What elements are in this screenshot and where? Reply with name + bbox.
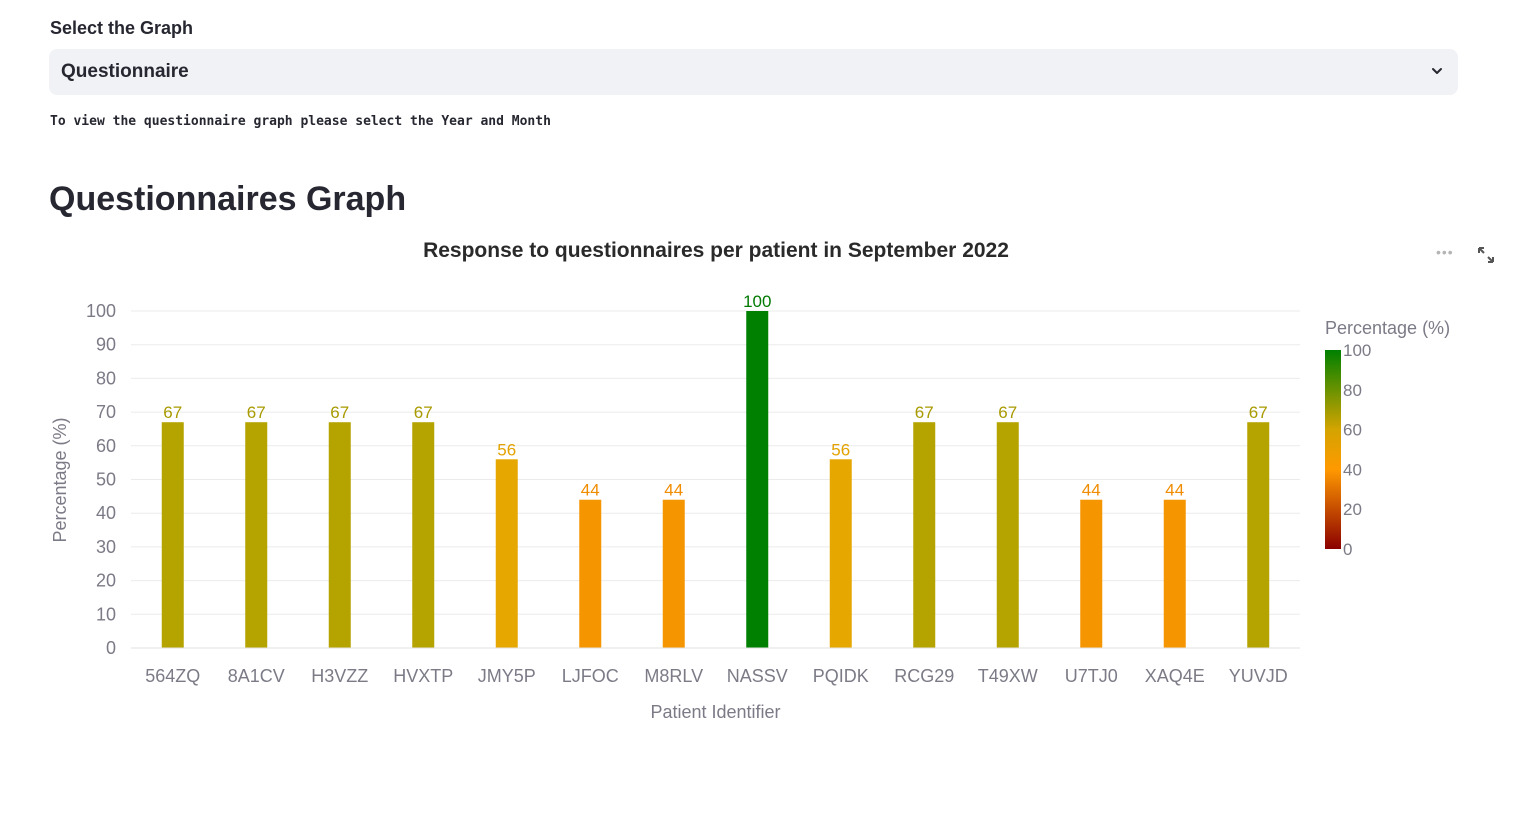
info-text: To view the questionnaire graph please s… <box>50 114 551 129</box>
x-tick-label-PQIDK: PQIDK <box>813 666 869 686</box>
x-tick-label-U7TJ0: U7TJ0 <box>1065 666 1118 686</box>
data-label-H3VZZ: 67 <box>330 403 349 422</box>
y-tick-label: 10 <box>96 604 116 624</box>
data-label-M8RLV: 44 <box>664 481 683 500</box>
data-label-HVXTP: 67 <box>414 403 433 422</box>
x-tick-label-JMY5P: JMY5P <box>478 666 536 686</box>
colorbar-tick-label: 60 <box>1343 421 1362 440</box>
bar-8A1CV[interactable] <box>245 422 268 648</box>
chevron-down-icon <box>1432 68 1442 74</box>
x-tick-label-8A1CV: 8A1CV <box>228 666 285 686</box>
colorbar-tick-label: 0 <box>1343 540 1352 559</box>
x-tick-label-XAQ4E: XAQ4E <box>1145 666 1205 686</box>
bar-M8RLV[interactable] <box>662 499 685 648</box>
x-tick-label-T49XW: T49XW <box>978 666 1038 686</box>
y-tick-label: 20 <box>96 571 116 591</box>
y-tick-label: 80 <box>96 368 116 388</box>
colorbar-tick-label: 40 <box>1343 460 1362 479</box>
y-tick-label: 60 <box>96 436 116 456</box>
x-tick-label-H3VZZ: H3VZZ <box>311 666 368 686</box>
data-label-YUVJD: 67 <box>1249 403 1268 422</box>
bar-HVXTP[interactable] <box>412 422 435 648</box>
data-label-U7TJ0: 44 <box>1082 481 1101 500</box>
data-label-JMY5P: 56 <box>497 440 516 459</box>
colorbar-tick-label: 100 <box>1343 341 1371 360</box>
bar-RCG29[interactable] <box>913 422 936 648</box>
x-tick-label-564ZQ: 564ZQ <box>145 666 200 686</box>
graph-select-dropdown[interactable]: Questionnaire <box>49 49 1458 95</box>
data-label-8A1CV: 67 <box>247 403 266 422</box>
bar-LJFOC[interactable] <box>579 499 602 648</box>
graph-select-value: Questionnaire <box>61 61 189 82</box>
x-axis-title: Patient Identifier <box>650 702 780 722</box>
more-horizontal-icon[interactable]: ••• <box>1436 244 1454 260</box>
section-title: Questionnaires Graph <box>49 180 407 218</box>
x-tick-label-M8RLV: M8RLV <box>644 666 703 686</box>
graph-select-label: Select the Graph <box>50 18 194 38</box>
bar-XAQ4E[interactable] <box>1163 499 1186 648</box>
x-tick-label-YUVJD: YUVJD <box>1229 666 1288 686</box>
bar-U7TJ0[interactable] <box>1080 499 1103 648</box>
y-axis-title: Percentage (%) <box>50 417 70 542</box>
y-tick-label: 30 <box>96 537 116 557</box>
colorbar-title: Percentage (%) <box>1325 318 1450 338</box>
bar-564ZQ[interactable] <box>161 422 184 648</box>
bar-JMY5P[interactable] <box>495 459 518 648</box>
bar-PQIDK[interactable] <box>829 459 852 648</box>
bar-YUVJD[interactable] <box>1247 422 1270 648</box>
x-tick-label-HVXTP: HVXTP <box>393 666 453 686</box>
bar-T49XW[interactable] <box>996 422 1019 648</box>
y-tick-label: 90 <box>96 335 116 355</box>
y-tick-label: 50 <box>96 470 116 490</box>
colorbar-tick-label: 80 <box>1343 381 1362 400</box>
y-tick-label: 100 <box>86 301 116 321</box>
data-label-T49XW: 67 <box>998 403 1017 422</box>
y-tick-label: 40 <box>96 503 116 523</box>
data-label-564ZQ: 67 <box>163 403 182 422</box>
data-label-XAQ4E: 44 <box>1165 481 1184 500</box>
colorbar <box>1325 350 1341 549</box>
fullscreen-icon[interactable] <box>1477 246 1495 264</box>
y-tick-label: 70 <box>96 402 116 422</box>
x-tick-label-NASSV: NASSV <box>727 666 788 686</box>
colorbar-tick-label: 20 <box>1343 500 1362 519</box>
x-tick-label-RCG29: RCG29 <box>894 666 954 686</box>
bar-H3VZZ[interactable] <box>328 422 351 648</box>
bar-NASSV[interactable] <box>746 311 769 648</box>
chart-title: Response to questionnaires per patient i… <box>423 239 1009 262</box>
data-label-LJFOC: 44 <box>581 481 600 500</box>
data-label-NASSV: 100 <box>743 292 771 311</box>
data-label-RCG29: 67 <box>915 403 934 422</box>
y-tick-label: 0 <box>106 638 116 658</box>
data-label-PQIDK: 56 <box>831 440 850 459</box>
x-tick-label-LJFOC: LJFOC <box>562 666 619 686</box>
